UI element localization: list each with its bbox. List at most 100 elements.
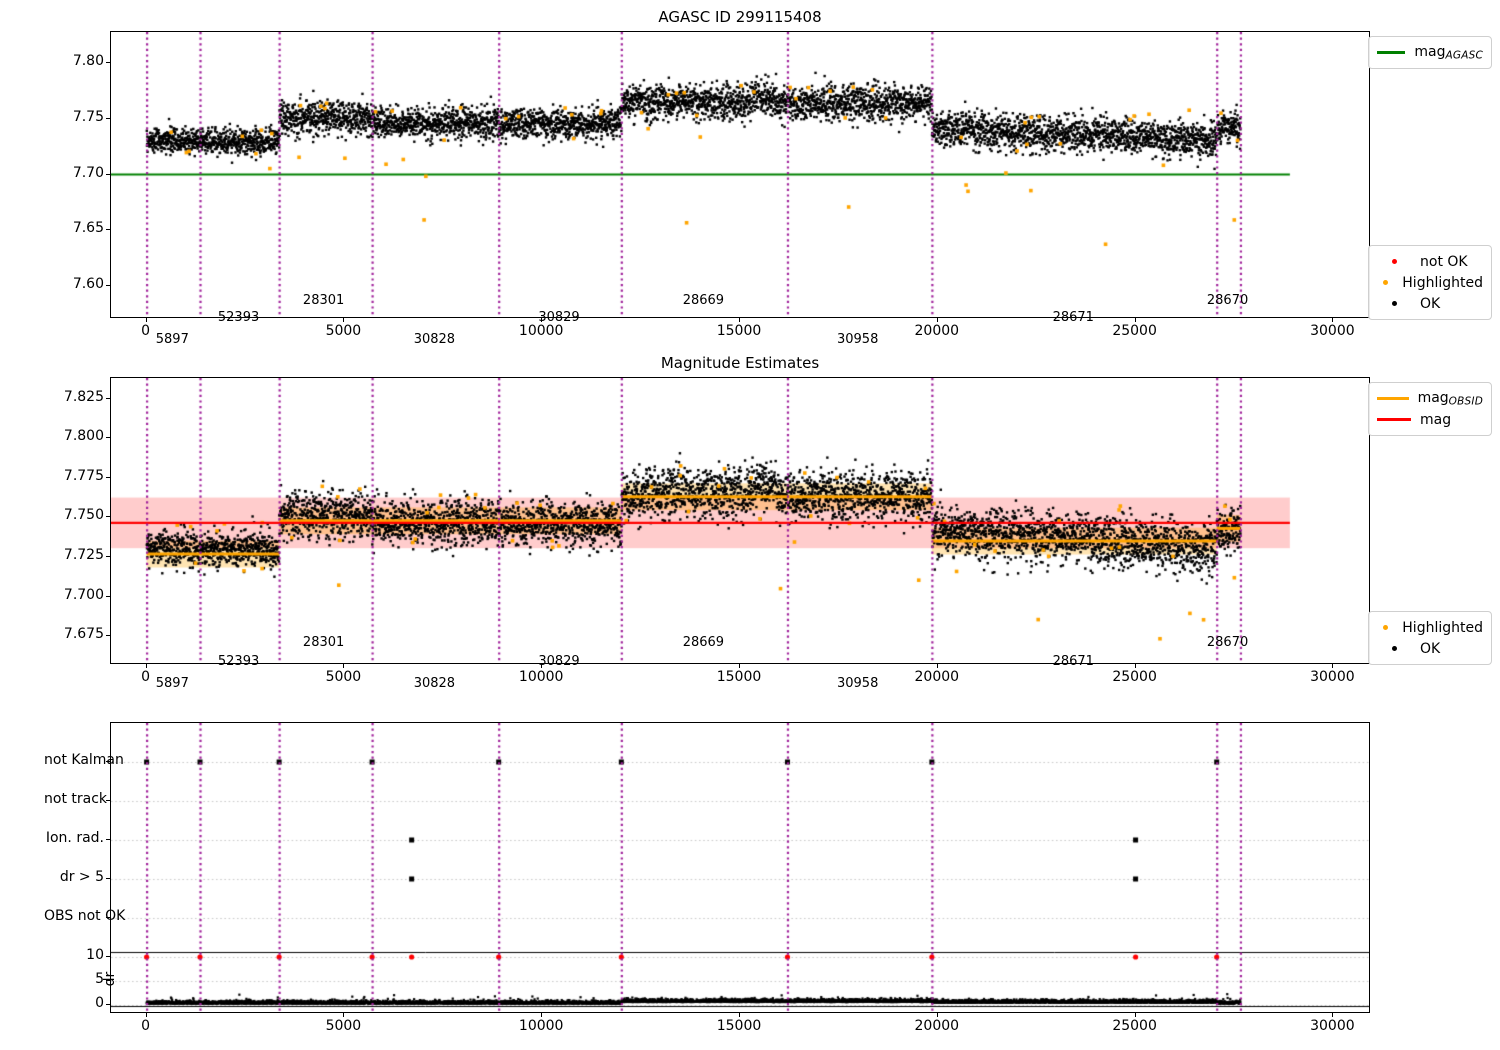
page-title: AGASC ID 299115408 xyxy=(658,8,822,26)
x-axis-tick-mark xyxy=(541,318,543,322)
x-axis-tick-mark xyxy=(145,1013,147,1017)
y-axis-tick-mark xyxy=(106,437,110,439)
x-axis-tick-label: 10000 xyxy=(518,323,564,339)
obsid-label: 30828 xyxy=(413,332,456,347)
x-axis-tick-label: 10000 xyxy=(518,1018,564,1034)
x-axis-tick-mark xyxy=(1134,664,1136,668)
y-axis-tick-label: 5 xyxy=(95,971,104,987)
x-axis-tick-mark xyxy=(739,664,740,668)
y-axis-tick-mark xyxy=(106,476,110,478)
legend-entry-highlighted: Highlighted xyxy=(1377,272,1483,293)
y-axis-tick-mark xyxy=(106,284,110,286)
obsid-label: 28670 xyxy=(1206,293,1249,308)
legend-entry-not-ok: not OK xyxy=(1377,251,1483,272)
legend-entry-highlighted-2: Highlighted xyxy=(1377,617,1483,638)
y-axis-tick-label: 7.75 xyxy=(72,108,104,125)
obsid-label: 30958 xyxy=(836,332,879,347)
obsid-label: 52393 xyxy=(217,654,260,669)
legend-entry-mag-obsid: magOBSID xyxy=(1377,388,1483,409)
red-line-swatch-icon xyxy=(1377,418,1411,421)
y-axis-tick-label: 7.750 xyxy=(63,507,104,524)
y-axis-tick-label: 7.65 xyxy=(72,220,104,237)
y-axis-tick-mark xyxy=(106,761,110,762)
y-axis-tick-mark xyxy=(106,878,110,879)
flags-plot-area xyxy=(110,722,1370,1013)
y-axis-tick-label: not track xyxy=(44,791,108,807)
y-axis-tick-label: dr > 5 xyxy=(59,869,104,885)
y-axis-tick-label: 7.60 xyxy=(72,275,104,292)
legend-label-highlighted-2: Highlighted xyxy=(1402,619,1483,636)
obsid-label: 30958 xyxy=(836,676,879,691)
x-axis-tick-mark xyxy=(145,664,147,668)
black-dot-swatch-icon xyxy=(1377,646,1411,651)
x-axis-tick-label: 0 xyxy=(141,669,151,685)
x-axis-tick-mark xyxy=(1332,1013,1334,1017)
y-axis-tick-label: 7.80 xyxy=(72,53,104,70)
obsid-label: 28670 xyxy=(1206,635,1249,650)
y-axis-tick-mark xyxy=(106,397,110,399)
legend-label-mag: mag xyxy=(1420,411,1452,428)
red-dot-swatch-icon xyxy=(1377,259,1411,264)
x-axis-tick-label: 10000 xyxy=(518,669,564,685)
legend-label-ok: OK xyxy=(1420,295,1441,312)
y-axis-tick-mark xyxy=(106,62,110,64)
x-axis-tick-label: 15000 xyxy=(716,1018,762,1034)
y-axis-tick-mark xyxy=(106,635,110,637)
x-axis-tick-mark xyxy=(739,318,740,322)
obsid-label: 30828 xyxy=(413,676,456,691)
black-dot-swatch-icon xyxy=(1377,301,1411,306)
obsid-label: 30829 xyxy=(538,654,580,669)
legend-label-mag-agasc: magAGASC xyxy=(1414,43,1483,62)
x-axis-tick-mark xyxy=(541,1013,543,1017)
x-axis-tick-mark xyxy=(936,664,938,668)
y-axis-tick-mark xyxy=(106,980,110,981)
y-axis-tick-label: 7.825 xyxy=(63,388,104,405)
y-axis-tick-mark xyxy=(106,229,110,231)
legend-entry-ok-2: OK xyxy=(1377,638,1483,659)
x-axis-tick-label: 25000 xyxy=(1112,669,1157,685)
x-axis-tick-mark xyxy=(739,1013,740,1017)
legend-point-classes: not OK Highlighted OK xyxy=(1368,245,1492,320)
orange-dot-swatch-icon xyxy=(1377,625,1393,630)
x-axis-tick-mark xyxy=(936,1013,938,1017)
x-axis-tick-label: 5000 xyxy=(325,669,362,685)
orange-line-swatch-icon xyxy=(1377,397,1409,400)
y-axis-tick-label: not Kalman xyxy=(44,752,124,768)
obsid-label: 28669 xyxy=(682,635,725,650)
x-axis-tick-label: 5000 xyxy=(325,323,362,339)
y-axis-tick-label: 7.70 xyxy=(72,164,104,181)
y-axis-tick-label: Ion. rad. xyxy=(45,830,104,846)
obsid-label: 28301 xyxy=(302,293,345,308)
x-axis-tick-label: 30000 xyxy=(1310,669,1355,685)
y-axis-tick-mark xyxy=(106,800,110,801)
x-axis-tick-label: 0 xyxy=(141,1018,151,1034)
x-axis-tick-mark xyxy=(936,318,938,322)
legend-entry-mag-agasc: magAGASC xyxy=(1377,42,1483,63)
x-axis-tick-label: 30000 xyxy=(1310,323,1355,339)
magnitude-estimates-panel: Magnitude Estimates magOBSID mag Highlig… xyxy=(0,348,1500,693)
y-axis-tick-mark xyxy=(106,917,110,918)
x-axis-tick-mark xyxy=(343,1013,345,1017)
magnitude-estimates-plot-area xyxy=(110,377,1370,664)
x-axis-tick-mark xyxy=(1332,664,1334,668)
legend-label-ok-2: OK xyxy=(1420,640,1441,657)
y-axis-tick-mark xyxy=(106,839,110,840)
y-axis-tick-label: OBS not OK xyxy=(44,908,126,924)
legend-label-highlighted: Highlighted xyxy=(1402,274,1483,291)
x-axis-tick-mark xyxy=(343,318,345,322)
magnitude-estimates-title: Magnitude Estimates xyxy=(660,354,820,372)
y-axis-tick-label: 10 xyxy=(86,947,104,963)
x-axis-tick-mark xyxy=(1134,1013,1136,1017)
y-axis-tick-mark xyxy=(106,595,110,597)
y-axis-tick-label: 0 xyxy=(95,995,104,1011)
x-axis-tick-mark xyxy=(1332,318,1334,322)
x-axis-tick-label: 15000 xyxy=(716,669,762,685)
obsid-label: 5897 xyxy=(155,332,189,347)
x-axis-tick-mark xyxy=(1134,318,1136,322)
y-axis-tick-label: 7.775 xyxy=(63,467,104,484)
x-axis-tick-mark xyxy=(145,318,147,322)
legend-label-mag-obsid: magOBSID xyxy=(1417,389,1483,408)
orange-dot-swatch-icon xyxy=(1377,280,1393,285)
x-axis-tick-label: 15000 xyxy=(716,323,762,339)
